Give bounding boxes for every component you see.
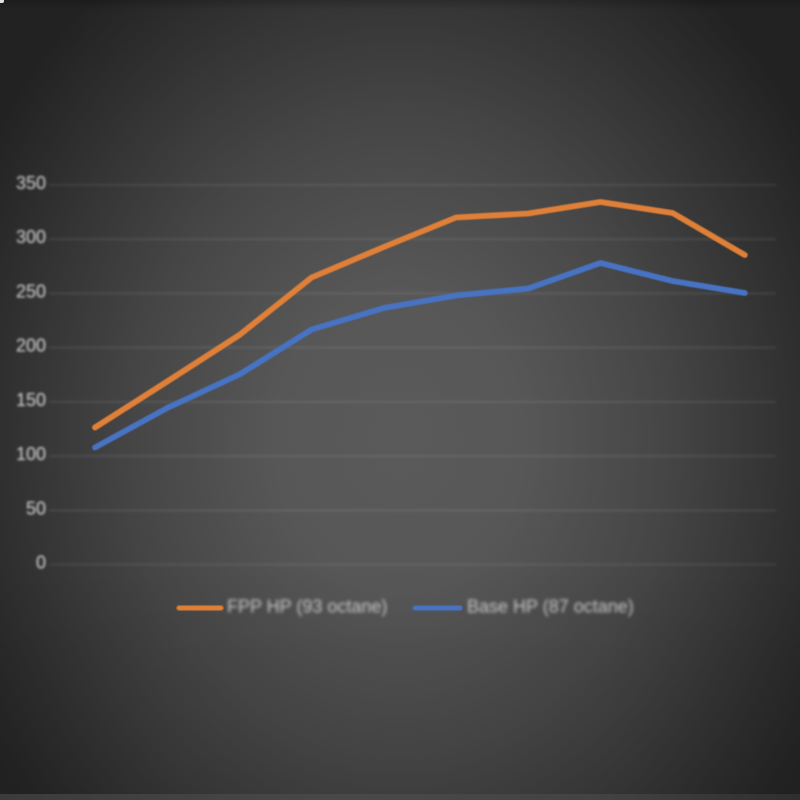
svg-text:50: 50 <box>26 498 46 518</box>
svg-text:200: 200 <box>16 336 46 356</box>
svg-text:FPP HP (93 octane): FPP HP (93 octane) <box>227 597 387 617</box>
svg-text:0: 0 <box>36 553 46 573</box>
svg-text:Base HP (87 octane): Base HP (87 octane) <box>467 597 634 617</box>
svg-text:250: 250 <box>16 281 46 301</box>
svg-text:350: 350 <box>16 173 46 193</box>
svg-text:100: 100 <box>16 444 46 464</box>
svg-text:150: 150 <box>16 390 46 410</box>
svg-text:300: 300 <box>16 227 46 247</box>
